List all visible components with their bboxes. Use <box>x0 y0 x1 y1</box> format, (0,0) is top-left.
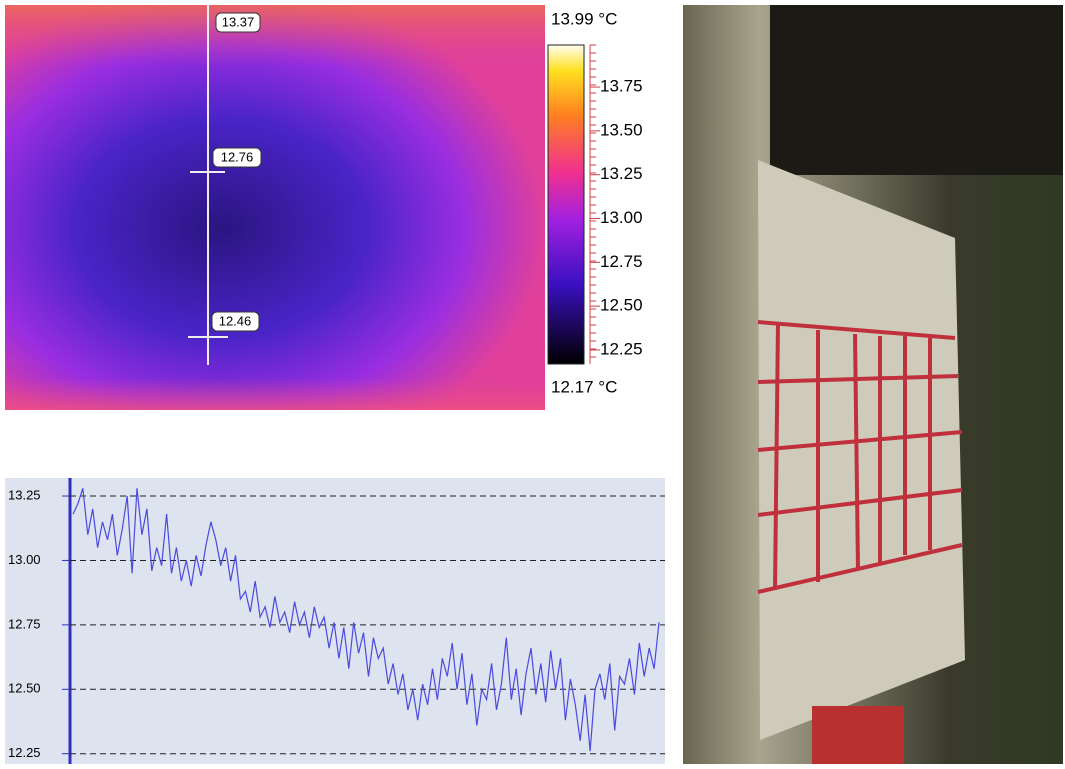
colorbar-tick-label: 13.50 <box>600 120 643 139</box>
wall <box>758 160 965 740</box>
y-tick-label: 13.00 <box>8 552 41 567</box>
plot-background <box>5 478 665 764</box>
y-tick-label: 12.75 <box>8 616 41 631</box>
y-tick-label: 12.25 <box>8 745 41 760</box>
colorbar-tick-label: 13.00 <box>600 208 643 227</box>
ceiling-shadow <box>770 5 1063 175</box>
red-box <box>812 706 904 764</box>
profile-label: 12.76 <box>221 149 254 164</box>
photo <box>683 5 1063 764</box>
colorbar: 13.99 °C 12.17 °C 12.25 12.50 12.75 13.00 13… <box>548 9 643 396</box>
thermal-image: 13.37 12.76 12.46 <box>5 5 545 410</box>
y-tick-label: 13.25 <box>8 487 41 502</box>
colorbar-tick-label: 12.75 <box>600 252 643 271</box>
line-chart: 12.25 12.50 12.75 13.00 13.25 <box>5 478 665 764</box>
max-label: 13.99 °C <box>551 9 617 28</box>
colorbar-tick-label: 13.75 <box>600 77 643 96</box>
min-label: 12.17 °C <box>551 377 617 396</box>
profile-label: 13.37 <box>222 14 255 29</box>
colorbar-tick-label: 13.25 <box>600 164 643 183</box>
y-tick-label: 12.50 <box>8 681 41 696</box>
colorbar-tick-label: 12.50 <box>600 296 643 315</box>
figure: 13.37 12.76 12.46 13.99 °C 12.17 °C 12.2… <box>0 0 1065 764</box>
colorbar-tick-label: 12.25 <box>600 339 643 358</box>
profile-label: 12.46 <box>219 313 252 328</box>
thermal-edges <box>5 5 545 410</box>
colorbar-gradient <box>548 45 584 364</box>
